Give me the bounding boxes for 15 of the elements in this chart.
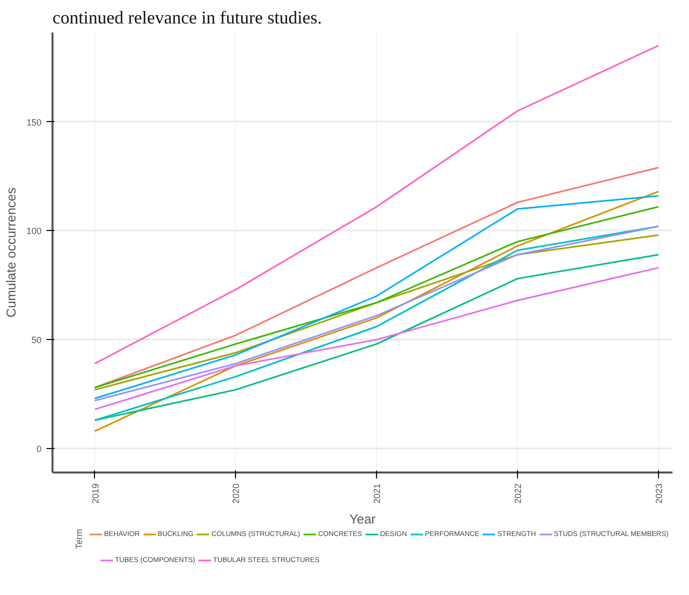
x-tick-label: 2019 bbox=[90, 483, 100, 504]
legend-title: Term bbox=[74, 529, 84, 549]
x-tick-label: 2023 bbox=[654, 483, 664, 504]
y-tick-label: 150 bbox=[26, 117, 42, 128]
x-tick-label: 2022 bbox=[513, 483, 523, 504]
line-series bbox=[94, 190, 660, 432]
y-tick-label: 100 bbox=[26, 226, 42, 236]
y-axis-title: Cumulate occurrences bbox=[3, 186, 18, 318]
x-tick-label: 2020 bbox=[231, 483, 242, 504]
line-series bbox=[94, 44, 660, 364]
text: continued relevance in future studies. bbox=[52, 8, 322, 28]
y-tick-label: 0 bbox=[36, 444, 42, 454]
y-tick-label: 50 bbox=[31, 335, 42, 346]
x-axis-title: Year bbox=[349, 512, 376, 527]
x-tick-label: 2021 bbox=[372, 483, 382, 504]
